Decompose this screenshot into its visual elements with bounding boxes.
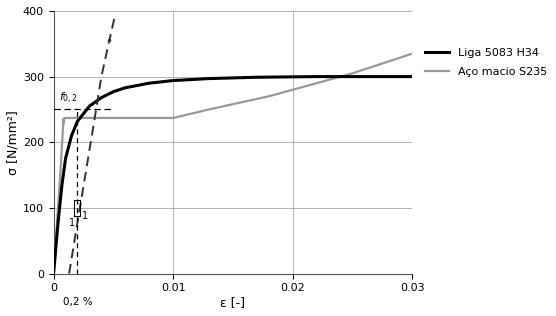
Text: 0,2 %: 0,2 % bbox=[63, 297, 92, 307]
Text: 1: 1 bbox=[82, 211, 88, 221]
Text: 1: 1 bbox=[69, 218, 75, 228]
Legend: Liga 5083 H34, Aço macio S235: Liga 5083 H34, Aço macio S235 bbox=[425, 48, 548, 77]
Text: $f_{0,2}$: $f_{0,2}$ bbox=[59, 91, 78, 106]
Y-axis label: σ [N/mm²]: σ [N/mm²] bbox=[7, 110, 20, 175]
X-axis label: ε [-]: ε [-] bbox=[220, 296, 245, 309]
